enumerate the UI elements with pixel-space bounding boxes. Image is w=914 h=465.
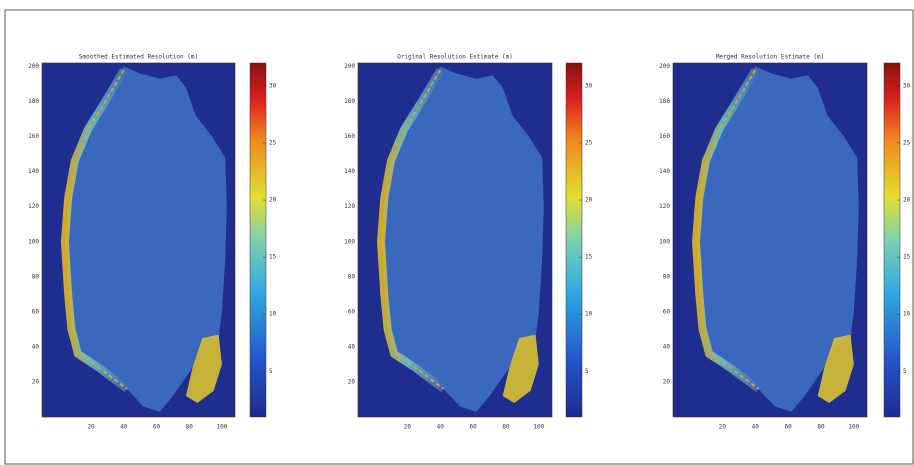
y-tick-label: 120: [344, 203, 355, 210]
y-tick-label: 120: [28, 203, 39, 210]
y-tick-label: 60: [32, 308, 40, 315]
axes-box: [357, 62, 553, 418]
y-tick-label: 100: [659, 238, 670, 245]
colorbar-tick-label: 15: [269, 254, 277, 261]
land: [381, 66, 544, 412]
coast-edge: [380, 69, 445, 390]
y-tick-label: 160: [28, 133, 39, 140]
colorbar-tick-label: 15: [903, 254, 911, 261]
land: [696, 66, 859, 412]
frame: [4, 9, 914, 465]
south-strip: [817, 334, 854, 403]
colorbar-tick-label: 25: [585, 139, 593, 146]
y-tick-label: 160: [344, 133, 355, 140]
y-tick-label: 140: [344, 168, 355, 175]
y-tick-label: 140: [659, 168, 670, 175]
y-tick-label: 40: [663, 343, 671, 350]
colorbar-tick-label: 25: [903, 139, 911, 146]
x-tick-label: 80: [817, 424, 825, 431]
y-tick-label: 140: [28, 168, 39, 175]
y-tick-label: 180: [28, 98, 39, 105]
colorbar-tick-label: 20: [585, 197, 593, 204]
x-tick-label: 80: [186, 424, 194, 431]
x-tick-label: 100: [533, 424, 544, 431]
panel-title: Original Resolution Estimate (m): [397, 54, 513, 61]
y-tick-label: 20: [663, 378, 671, 385]
colorbar-tick-label: 25: [269, 139, 277, 146]
x-tick-label: 40: [437, 424, 445, 431]
x-tick-label: 60: [784, 424, 792, 431]
y-tick-label: 20: [348, 378, 356, 385]
x-tick-label: 40: [752, 424, 760, 431]
south-strip: [502, 334, 539, 403]
x-tick-label: 60: [153, 424, 161, 431]
x-tick-label: 100: [216, 424, 227, 431]
colorbar-tick-label: 5: [903, 368, 907, 375]
colorbar-tick-label: 30: [585, 82, 593, 89]
y-tick-label: 120: [659, 203, 670, 210]
y-tick-label: 20: [32, 378, 40, 385]
colorbar-tick-label: 10: [269, 311, 277, 318]
y-tick-label: 60: [348, 308, 356, 315]
land: [64, 66, 227, 412]
y-tick-label: 40: [32, 343, 40, 350]
y-tick-label: 100: [344, 238, 355, 245]
colorbar: [883, 62, 901, 418]
y-tick-label: 80: [32, 273, 40, 280]
colorbar-tick-label: 15: [585, 254, 593, 261]
y-tick-label: 160: [659, 133, 670, 140]
y-tick-label: 40: [348, 343, 356, 350]
colorbar: [565, 62, 583, 418]
coast-edge: [63, 69, 128, 390]
x-tick-label: 80: [502, 424, 510, 431]
colorbar-tick-label: 5: [269, 368, 273, 375]
colorbar-tick-label: 5: [585, 368, 589, 375]
coast-edge: [695, 69, 760, 390]
x-tick-label: 100: [848, 424, 859, 431]
panel-title: Merged Resolution Estimate (m): [716, 54, 824, 61]
y-tick-label: 200: [344, 63, 355, 70]
axes-box: [41, 62, 236, 418]
colorbar-tick-label: 10: [903, 311, 911, 318]
colorbar-tick-label: 30: [269, 82, 277, 89]
x-tick-label: 20: [404, 424, 412, 431]
y-tick-label: 180: [344, 98, 355, 105]
axes-box: [672, 62, 868, 418]
y-tick-label: 60: [663, 308, 671, 315]
colorbar-tick-label: 20: [269, 197, 277, 204]
y-tick-label: 80: [663, 273, 671, 280]
x-tick-label: 20: [719, 424, 727, 431]
x-tick-label: 20: [87, 424, 95, 431]
colorbar: [249, 62, 267, 418]
panel-title: Smoothed Estimated Resolution (m): [79, 54, 198, 61]
colorbar-tick-label: 10: [585, 311, 593, 318]
y-tick-label: 100: [28, 238, 39, 245]
x-tick-label: 60: [469, 424, 477, 431]
x-tick-label: 40: [120, 424, 128, 431]
colorbar-tick-label: 20: [903, 197, 911, 204]
south-strip: [185, 334, 222, 403]
y-tick-label: 200: [28, 63, 39, 70]
y-tick-label: 80: [348, 273, 356, 280]
y-tick-label: 200: [659, 63, 670, 70]
y-tick-label: 180: [659, 98, 670, 105]
colorbar-tick-label: 30: [903, 82, 911, 89]
